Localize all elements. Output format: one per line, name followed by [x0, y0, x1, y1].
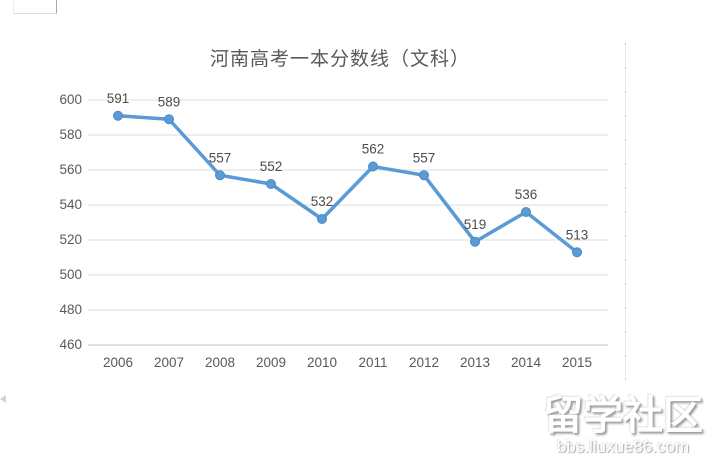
data-point-marker	[317, 214, 327, 224]
y-axis-tick-label: 460	[59, 337, 82, 352]
data-point-label: 532	[311, 194, 334, 209]
data-series-line	[116, 114, 579, 254]
data-point-marker	[266, 179, 276, 189]
data-point-label: 557	[413, 150, 436, 165]
data-point-label: 513	[566, 227, 589, 242]
x-axis-tick-label: 2010	[307, 355, 337, 370]
data-point-marker	[368, 161, 378, 172]
chart-title: 河南高考一本分数线（文科）	[209, 49, 470, 70]
stray-cursor-artifact	[0, 395, 6, 403]
y-axis-tick-label: 500	[59, 267, 82, 282]
spreadsheet-cell-corner-artifact	[13, 0, 57, 14]
watermark: 留学社区 bbs.liuxue86.com	[538, 396, 708, 455]
data-point-label: 552	[260, 159, 283, 174]
data-point-marker	[215, 170, 225, 181]
x-axis-tick-label: 2013	[460, 355, 490, 370]
x-axis-tick-label: 2006	[103, 355, 133, 370]
y-axis-tick-label: 480	[59, 302, 82, 317]
x-axis-tick-label: 2009	[256, 355, 286, 370]
data-point-label: 519	[464, 217, 487, 232]
data-point-label: 557	[209, 150, 232, 165]
watermark-url-text: bbs.liuxue86.com	[556, 437, 690, 456]
y-axis-tick-label: 580	[59, 127, 82, 142]
data-point-marker	[521, 207, 531, 217]
data-point-marker	[113, 110, 123, 121]
data-point-label: 562	[362, 142, 385, 157]
x-axis-tick-label: 2008	[205, 355, 235, 370]
data-point-label: 536	[515, 187, 538, 202]
y-axis-tick-label: 560	[59, 162, 82, 177]
x-axis-tick-label: 2015	[562, 355, 592, 370]
watermark-logo-text: 留学社区	[543, 394, 703, 438]
y-axis-tick-label: 600	[59, 92, 82, 107]
y-axis-tick-label: 520	[59, 232, 82, 247]
data-point-marker	[572, 247, 582, 258]
x-axis-tick-label: 2011	[358, 355, 387, 370]
data-point-label: 589	[158, 94, 181, 109]
data-point-marker	[470, 236, 480, 247]
x-axis-tick-label: 2007	[154, 355, 184, 370]
chart-frame-right-border	[625, 43, 626, 380]
y-axis-tick-label: 540	[59, 197, 82, 212]
data-point-label: 591	[107, 91, 130, 106]
x-axis-tick-label: 2012	[409, 355, 439, 370]
x-axis-tick-label: 2014	[511, 355, 542, 370]
data-point-marker	[164, 114, 174, 125]
data-point-marker	[419, 170, 429, 181]
